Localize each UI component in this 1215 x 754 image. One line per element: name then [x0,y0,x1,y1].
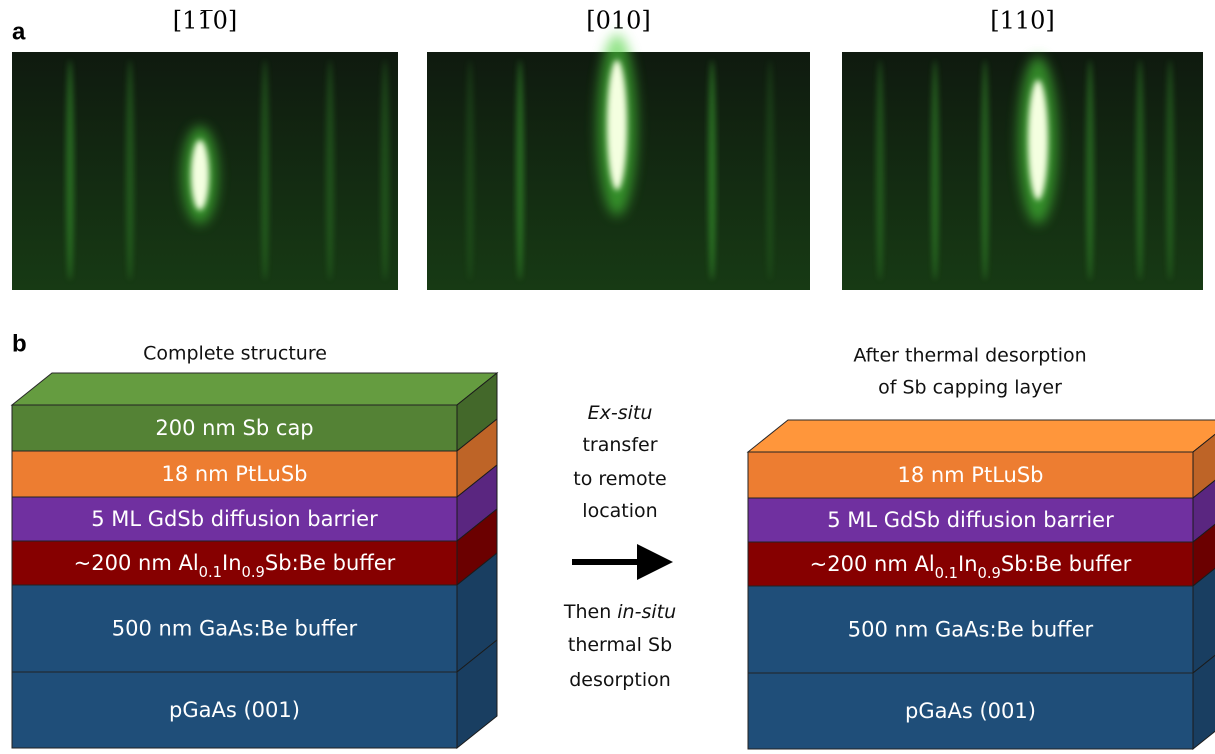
text-part: Sb:Be buffer [265,551,396,575]
step-text: Ex-situ [588,402,653,424]
text-part: desorption [569,669,671,691]
spot [1028,80,1048,200]
streak [66,60,74,280]
stack-title: Complete structure [143,343,327,365]
text-part: ~200 nm Al [810,552,935,576]
streak [326,60,334,280]
panel-label: a [12,18,26,45]
layer-label: 500 nm GaAs:Be buffer [112,617,358,641]
layer-label: 500 nm GaAs:Be buffer [848,618,1094,642]
text-part: 0.9 [242,564,265,581]
figure: a b [11̅0] [010] [110] 200 nm Sb cap 18 nm … [0,0,1215,754]
streak [708,60,716,280]
text-part: Then [563,601,617,623]
streak [261,60,269,280]
text-part: 500 nm GaAs:Be buffer [848,618,1094,642]
top-face [12,373,497,405]
text-part: 0.1 [199,564,222,581]
text-part: pGaAs (001) [169,698,300,722]
top-face [748,420,1215,452]
text-part: Ex-situ [588,402,653,424]
text-part: In [958,552,978,576]
text-part: 500 nm GaAs:Be buffer [112,617,358,641]
streak [876,60,884,280]
step-text: desorption [569,669,671,691]
text-part: 0.1 [935,565,958,582]
stack-title: After thermal desorption [853,345,1086,367]
text-part: 18 nm PtLuSb [161,462,307,486]
layer-label: 5 ML GdSb diffusion barrier [827,508,1114,532]
spot [607,60,627,190]
layer-label: 18 nm PtLuSb [897,463,1043,487]
text-part: thermal Sb [568,634,672,656]
step-text: thermal Sb [568,634,672,656]
text-part: in-situ [617,601,676,623]
panel-label: b [12,330,27,357]
text-part: location [582,500,657,522]
text-part: to remote [573,468,666,490]
streak [1166,60,1174,280]
streak [981,60,989,280]
layer-label: 200 nm Sb cap [155,416,313,440]
streak [381,60,389,280]
text-part: pGaAs (001) [905,699,1036,723]
step-text: location [582,500,657,522]
streak [1086,60,1094,280]
image-title: [11̅0] [173,7,238,35]
rheed-images: [11̅0] [010] [110] [12,7,1203,291]
spot [191,140,209,210]
image-title: [010] [586,7,651,35]
text-part: Sb:Be buffer [1001,552,1132,576]
layer-label: 18 nm PtLuSb [161,462,307,486]
text-part: 5 ML GdSb diffusion barrier [91,507,378,531]
step-text: Then in-situ [563,601,676,623]
text-part: transfer [582,434,657,456]
streak [1136,60,1144,280]
layer-label: pGaAs (001) [905,699,1036,723]
streak [466,60,474,280]
layer-label: 5 ML GdSb diffusion barrier [91,507,378,531]
layer-diagrams: 200 nm Sb cap 18 nm PtLuSb 5 ML GdSb diffu… [12,343,1215,750]
stack-title: of Sb capping layer [878,377,1062,399]
text-part: 200 nm Sb cap [155,416,313,440]
text-part: 18 nm PtLuSb [897,463,1043,487]
step-text: to remote [573,468,666,490]
streak [931,60,939,280]
streak [126,60,134,280]
layer-label: pGaAs (001) [169,698,300,722]
image-title: [110] [990,7,1055,35]
step-text: transfer [582,434,657,456]
streak [766,60,774,280]
text-part: 0.9 [978,565,1001,582]
text-part: ~200 nm Al [74,551,199,575]
text-part: In [222,551,242,575]
text-part: 5 ML GdSb diffusion barrier [827,508,1114,532]
streak [516,60,524,280]
